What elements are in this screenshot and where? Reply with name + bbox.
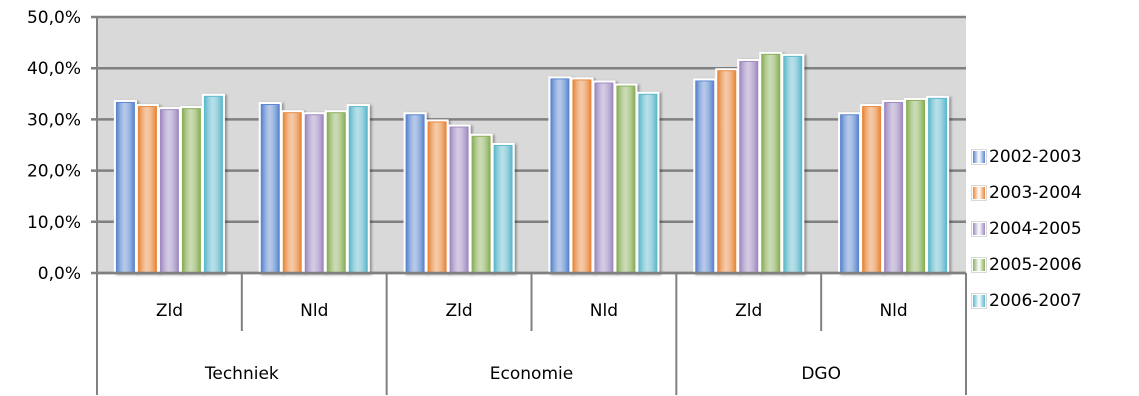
x-tick-label: Zld	[156, 301, 183, 321]
bar-shine	[116, 102, 134, 273]
bar	[693, 78, 717, 274]
bar-shine	[718, 71, 736, 273]
bar-shine	[617, 86, 635, 273]
bar	[636, 91, 660, 274]
legend-swatch	[972, 294, 986, 308]
legend-item: 2003-2004	[972, 175, 1137, 211]
legend-swatch	[972, 150, 986, 164]
bar	[403, 112, 427, 274]
bar	[469, 133, 493, 274]
bar-shine	[428, 122, 446, 273]
y-tick-label: 10,0%	[27, 213, 81, 233]
bar	[324, 110, 348, 275]
legend-label: 2004-2005	[989, 219, 1082, 239]
bar	[135, 104, 159, 275]
x-tick-label: Nld	[300, 301, 328, 321]
bar-shine	[551, 79, 569, 273]
group-label: Economie	[490, 364, 573, 384]
bar-shine	[138, 107, 156, 274]
bar	[737, 59, 761, 275]
bar-shine	[182, 109, 200, 273]
bar-shine	[160, 110, 178, 273]
bar	[860, 104, 884, 275]
y-tick-label: 0,0%	[38, 264, 81, 284]
bar	[302, 112, 326, 274]
bar	[425, 119, 449, 275]
x-tick-label: Zld	[445, 301, 472, 321]
bar-shine	[204, 96, 222, 273]
bar-shine	[740, 62, 758, 274]
bar	[258, 102, 282, 274]
legend-label: 2006-2007	[989, 291, 1082, 311]
bar-shine	[494, 145, 512, 273]
legend: 2002-2003 2003-2004 2004-2005 2005-2006 2006…	[972, 139, 1137, 319]
bar	[882, 99, 906, 274]
legend-item: 2002-2003	[972, 139, 1137, 175]
bar	[904, 97, 928, 274]
legend-item: 2004-2005	[972, 211, 1137, 247]
bar-shine	[305, 115, 323, 273]
group-label: DGO	[801, 364, 841, 384]
bar	[491, 142, 515, 274]
bar-shine	[283, 113, 301, 273]
bar-shine	[450, 127, 468, 273]
bar-shine	[863, 107, 881, 274]
bar-shine	[406, 115, 424, 273]
legend-label: 2005-2006	[989, 255, 1082, 275]
legend-label: 2003-2004	[989, 183, 1082, 203]
x-tick-label: Nld	[590, 301, 618, 321]
bar-shine	[929, 98, 947, 273]
bar	[157, 107, 181, 274]
bar	[113, 99, 137, 274]
legend-swatch	[972, 186, 986, 200]
bar	[179, 106, 203, 274]
bar	[570, 77, 594, 274]
bar-shine	[327, 113, 345, 273]
bar-shine	[762, 54, 780, 274]
y-tick-label: 50,0%	[27, 8, 81, 28]
bar	[280, 110, 304, 275]
bar-shine	[472, 136, 490, 273]
bar	[548, 76, 572, 274]
x-tick-label: Zld	[735, 301, 762, 321]
bar-shine	[639, 94, 657, 273]
bar-shine	[261, 105, 279, 274]
bar-shine	[349, 107, 367, 274]
y-tick-label: 30,0%	[27, 110, 81, 130]
bar	[781, 53, 805, 274]
bar	[201, 93, 225, 274]
y-tick-label: 40,0%	[27, 59, 81, 79]
bar-shine	[784, 56, 802, 273]
bar	[346, 104, 370, 275]
legend-item: 2005-2006	[972, 247, 1137, 283]
bar-shine	[573, 80, 591, 273]
x-tick-label: Nld	[879, 301, 907, 321]
bar-shine	[696, 81, 714, 274]
bar-shine	[885, 102, 903, 273]
bar-shine	[595, 83, 613, 274]
bar	[838, 112, 862, 274]
legend-label: 2002-2003	[989, 147, 1082, 167]
bar	[926, 95, 950, 275]
bar	[447, 124, 471, 274]
plot-area	[97, 17, 966, 273]
bar	[715, 68, 739, 274]
bar-shine	[841, 115, 859, 273]
bar	[592, 80, 616, 275]
bar	[759, 51, 783, 275]
legend-swatch	[972, 258, 986, 272]
y-tick-label: 20,0%	[27, 162, 81, 182]
legend-item: 2006-2007	[972, 283, 1137, 319]
group-label: Techniek	[204, 364, 279, 384]
legend-swatch	[972, 222, 986, 236]
bar-shine	[907, 100, 925, 273]
bar	[614, 83, 638, 274]
